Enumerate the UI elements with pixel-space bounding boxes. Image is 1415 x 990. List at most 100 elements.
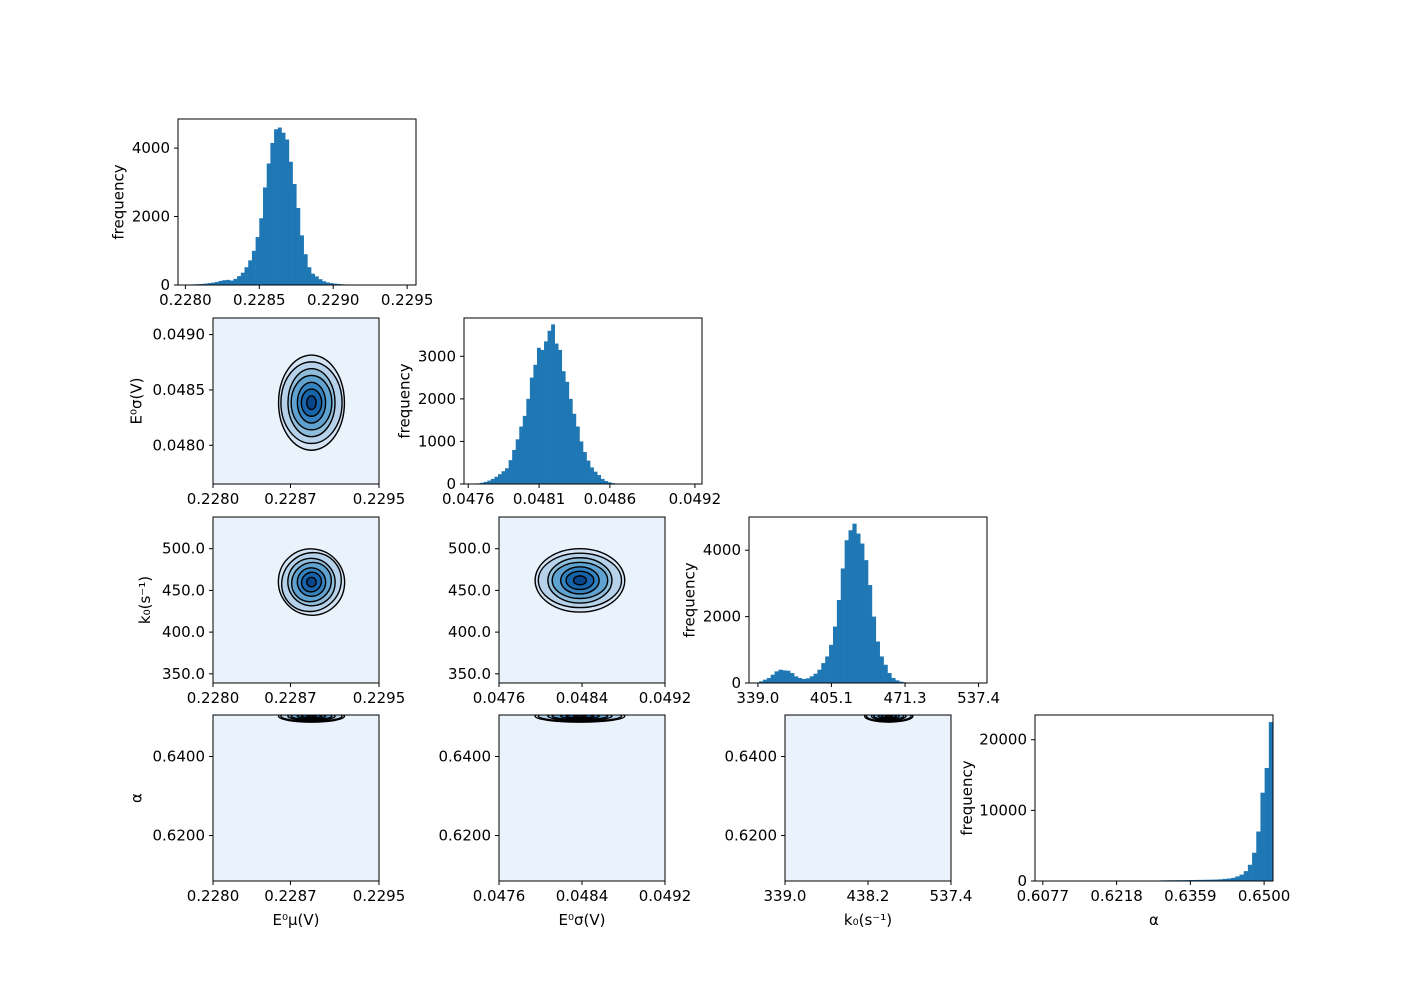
axes-frame (177, 118, 417, 286)
histogram-bar (558, 349, 563, 484)
x-tick-label: 537.4 (957, 689, 1000, 707)
histogram-bar (762, 679, 768, 683)
y-tick-label: 0 (446, 475, 456, 493)
histogram-bar (508, 460, 513, 484)
kde-contour-level (306, 395, 317, 411)
x-axis-label: k₀(s⁻¹) (844, 911, 892, 929)
kde-background (213, 715, 379, 881)
histogram-bar (579, 441, 584, 484)
kde-contour-level (884, 715, 893, 718)
x-tick-label: 0.0476 (473, 887, 526, 905)
histogram-bar (515, 439, 520, 484)
x-tick-label: 0.2295 (353, 887, 406, 905)
histogram-bar (809, 676, 814, 683)
histogram-hist-e0sigma: 0.0476 0.0481 0.0486 0.0492 0 1000 2000 3000fre… (396, 317, 722, 508)
x-tick-label: 0.0484 (556, 689, 609, 707)
histogram-bar (329, 283, 334, 285)
histogram-bar (1260, 792, 1265, 881)
histogram-bar (860, 543, 865, 683)
axes-frame (498, 516, 666, 684)
histogram-bar (536, 347, 541, 484)
y-tick-label: 350.0 (162, 665, 205, 683)
histogram-bar (1226, 878, 1232, 881)
histogram-bar (203, 283, 208, 285)
x-tick-label: 0.0484 (556, 887, 609, 905)
histogram-bar (604, 481, 609, 484)
x-axis-label: α (1149, 911, 1159, 929)
kde-contour-level (306, 576, 317, 588)
axes-frame (463, 317, 703, 485)
y-tick-label: 350.0 (448, 665, 491, 683)
axes-frame (1034, 714, 1274, 882)
histogram-bar (1210, 879, 1215, 881)
histogram-bar (1206, 879, 1211, 881)
histogram-bar (314, 276, 319, 285)
histogram-bar (551, 324, 555, 484)
histogram-bar (240, 272, 245, 285)
histogram-bar (590, 467, 594, 484)
y-tick-label: 400.0 (448, 623, 491, 641)
histogram-bar (887, 673, 892, 683)
histogram-bar (529, 377, 534, 484)
histogram-bar (544, 341, 548, 484)
histogram-bar (222, 280, 227, 285)
histogram-bar (600, 478, 605, 484)
histogram-bar (759, 681, 764, 683)
x-tick-label: 537.4 (930, 887, 973, 905)
histogram-bar (218, 280, 223, 285)
histogram-bar (1201, 879, 1207, 881)
y-tick-label: 4000 (132, 139, 170, 157)
axes-frame (498, 714, 666, 882)
histogram-bar (561, 371, 566, 484)
histogram-hist-alpha: 0.6077 0.6218 0.6359 0.6500 0 10000 20000 α freq… (958, 714, 1291, 929)
y-tick-label: 20000 (979, 731, 1027, 749)
histogram-bar (533, 364, 538, 484)
x-tick-label: 0.0492 (669, 490, 722, 508)
histogram-bar (288, 161, 293, 285)
y-tick-label: 2000 (703, 608, 741, 626)
histogram-bar (568, 398, 573, 484)
axes-frame (212, 317, 380, 485)
histogram-bar (498, 474, 502, 484)
x-tick-label: 0.2280 (187, 887, 240, 905)
histogram-bar (244, 267, 249, 285)
y-tick-label: 500.0 (448, 540, 491, 558)
histogram-bar (813, 673, 818, 683)
histogram-bar (554, 343, 559, 484)
histogram-bar (1222, 878, 1228, 881)
x-tick-label: 0.6500 (1238, 887, 1291, 905)
histogram-bar (1256, 831, 1261, 881)
kde-kde-e0sigma-k0: 0.0476 0.0484 0.0492 350.0 400.0 450.0 500.0 (448, 516, 691, 707)
y-tick-label: 1000 (418, 432, 456, 450)
axes-frame (784, 714, 952, 882)
x-axis-label: E⁰σ(V) (559, 911, 606, 929)
histogram-bar (237, 276, 242, 285)
histogram-bar (883, 664, 888, 683)
y-tick-label: 3000 (418, 347, 456, 365)
kde-kde-e0mu-k0: 0.2280 0.2287 0.2295 350.0 400.0 450.0 500.0 k₀… (136, 516, 405, 707)
x-tick-label: 0.2287 (264, 490, 317, 508)
y-tick-label: 0.6200 (153, 827, 206, 845)
x-tick-label: 405.1 (810, 689, 853, 707)
kde-kde-e0mu-alpha: 0.2280 0.2287 0.2295 0.6200 0.6400 E⁰μ(V) α (127, 714, 406, 929)
histogram-bar (207, 283, 212, 285)
histogram-bar (281, 132, 286, 285)
histogram-bar (575, 426, 580, 484)
histogram-bar (1214, 879, 1219, 881)
histogram-hist-e0mu: 0.2280 0.2285 0.2290 0.2295 0 2000 4000frequen… (110, 118, 433, 309)
y-tick-label: 0 (731, 674, 741, 692)
histogram-bar (277, 127, 282, 285)
histogram-bar (226, 279, 231, 285)
axes-frame (212, 714, 380, 882)
x-tick-label: 0.6359 (1164, 887, 1217, 905)
histogram-bar (490, 478, 495, 484)
histogram-bar (848, 530, 853, 683)
kde-kde-e0mu-e0sigma: 0.2280 0.2287 0.2295 0.0480 0.0485 0.0490 E⁰σ(… (127, 317, 405, 508)
histogram-bar (547, 330, 552, 484)
histogram-bar (790, 673, 795, 683)
histogram-bar (229, 280, 234, 285)
x-tick-label: 0.0476 (473, 689, 526, 707)
histogram-bar (211, 282, 216, 285)
kde-kde-k0-alpha: 339.0 438.2 537.4 0.6200 0.6400 k₀(s⁻¹) (725, 714, 973, 929)
